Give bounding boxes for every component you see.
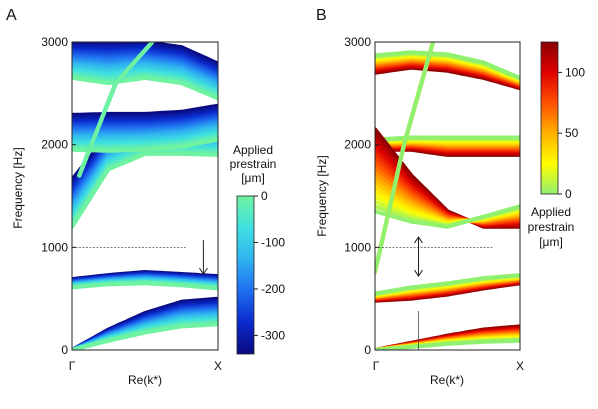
dispersion-band-6 [375, 42, 435, 274]
panel-b: B Frequency [Hz] Re(k*) Γ X 010002000300… [315, 7, 585, 387]
x-axis-label: Re(k*) [430, 373, 464, 387]
colorbar-title-line-3: [μm] [241, 171, 265, 185]
colorbar-title-line-1: Applied [531, 205, 571, 219]
colorbar-tick-label: -100 [261, 235, 285, 249]
y-tick-label: 1000 [344, 240, 371, 254]
band-curve [72, 137, 218, 153]
panel-a: A Frequency [Hz] Re(k*) Γ X 0 1000 2000 300… [6, 7, 285, 387]
shift-arrow [198, 240, 208, 275]
dispersion-band-5 [375, 50, 520, 91]
band-curve [72, 103, 218, 117]
x-tick-label-gamma: Γ [69, 359, 76, 373]
y-tick-label: 2000 [41, 138, 68, 152]
dispersion-band-4 [72, 103, 218, 153]
x-tick-label-x: X [516, 359, 524, 373]
band-curve [72, 113, 218, 128]
y-tick-label: 3000 [344, 35, 371, 49]
band-curve [72, 151, 218, 229]
band-curve [375, 273, 520, 296]
plot-frame [374, 41, 521, 351]
band-curve [72, 135, 218, 151]
colorbar-title-line-3: [μm] [539, 235, 563, 249]
dispersion-band-2 [375, 273, 520, 303]
band-curve [72, 129, 218, 145]
band-curve [72, 281, 218, 291]
colorbar: 0 50 100 Applied prestrain [μm] [528, 41, 585, 249]
colorbar-tick-label: 0 [261, 189, 268, 203]
dispersion-band-1 [72, 296, 218, 350]
band-curve [72, 109, 218, 124]
band-curve [375, 42, 435, 274]
x-tick-label-x: X [214, 359, 222, 373]
colorbar-ticks: 0 50 100 [558, 65, 585, 201]
y-ticks: 0 1000 2000 3000 [41, 35, 76, 357]
dispersion-band-6 [77, 42, 155, 178]
band-curve [375, 204, 520, 229]
plot-area [72, 42, 218, 350]
colorbar-title-line-1: Applied [233, 143, 273, 157]
y-tick-label: 0 [61, 343, 68, 357]
colorbar-title-line-2: prestrain [230, 157, 277, 171]
dispersion-band-2 [72, 269, 218, 291]
colorbar-ticks: 0 -100 -200 -300 [254, 189, 285, 342]
y-tick-label: 2000 [344, 138, 371, 152]
colorbar: Applied prestrain [μm] 0 -100 -200 -300 [230, 143, 285, 355]
band-curve [72, 75, 218, 101]
y-tick-label: 0 [364, 343, 371, 357]
colorbar-tick-label: 100 [565, 65, 585, 79]
y-ticks: 0 1000 2000 3000 [344, 35, 379, 357]
band-curve [375, 338, 520, 350]
colorbar-tick-label: 50 [565, 126, 579, 140]
band-curve [77, 42, 155, 178]
x-axis-label: Re(k*) [128, 373, 162, 387]
plot-area [375, 42, 520, 350]
panel-letter: B [316, 7, 327, 24]
colorbar-tick-label: -300 [261, 328, 285, 342]
colorbar-tick-label: 0 [565, 187, 572, 201]
y-tick-label: 3000 [41, 35, 68, 49]
colorbar-gradient [236, 195, 255, 355]
band-curve [375, 50, 520, 80]
colorbar-gradient [540, 41, 559, 195]
colorbar-tick-label: -200 [261, 282, 285, 296]
dispersion-band-4 [375, 127, 520, 229]
x-tick-label-gamma: Γ [373, 359, 380, 373]
band-curve [375, 135, 520, 142]
dispersion-band-3 [375, 135, 520, 157]
plot-frame [71, 41, 219, 351]
shift-arrow [414, 236, 423, 277]
y-tick-label: 1000 [41, 240, 68, 254]
y-axis-label: Frequency [Hz] [315, 155, 329, 236]
colorbar-title-line-2: prestrain [528, 220, 575, 234]
band-curve [72, 322, 218, 350]
band-curve [72, 107, 218, 121]
dispersion-band-1 [375, 324, 520, 350]
y-axis-label: Frequency [Hz] [11, 147, 25, 228]
panel-letter: A [6, 7, 17, 24]
